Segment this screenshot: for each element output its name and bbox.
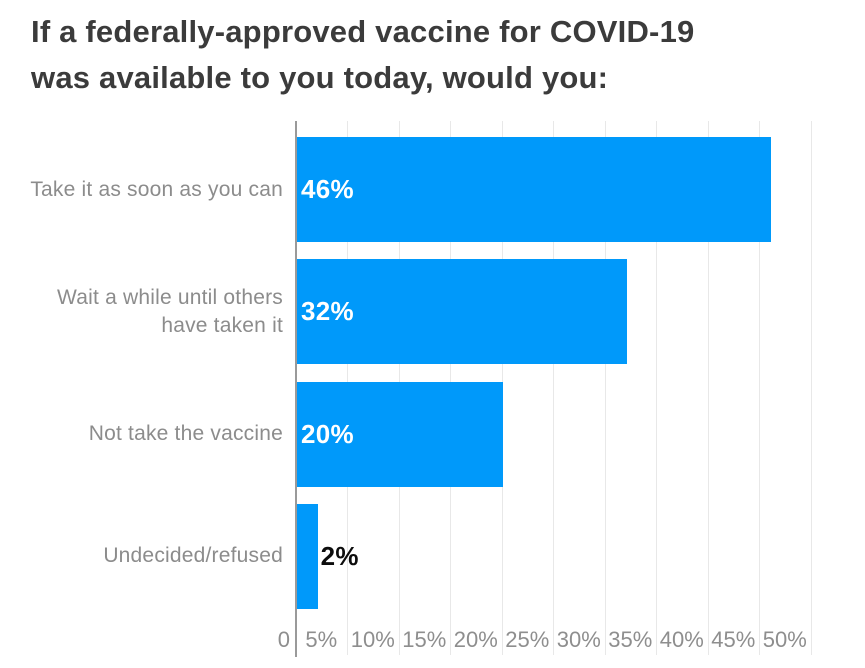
chart-title-line-1: If a federally-approved vaccine for COVI… xyxy=(31,14,695,49)
x-tick-label: 15% xyxy=(402,627,447,652)
category-label: Not take the vaccine xyxy=(88,422,283,446)
bar xyxy=(297,137,771,242)
category-label: Undecided/refused xyxy=(103,544,283,568)
bar xyxy=(297,503,318,609)
gridline xyxy=(707,121,709,655)
x-tick-label: 30% xyxy=(556,627,601,652)
chart-title-line-2: was available to you today, would you: xyxy=(31,60,609,95)
bar xyxy=(297,259,627,365)
x-tick-label: 40% xyxy=(659,627,704,652)
x-tick-label: 10% xyxy=(350,627,395,652)
value-label: 20% xyxy=(301,418,354,449)
axis-baseline xyxy=(295,121,297,657)
category-label: Wait a while until others have taken it xyxy=(57,285,283,337)
gridline xyxy=(810,121,812,655)
x-tick-label: 35% xyxy=(608,627,653,652)
x-tick-label: 45% xyxy=(711,627,756,652)
gridline xyxy=(604,121,606,655)
x-tick-label: 20% xyxy=(453,627,498,652)
x-tick-label: 50% xyxy=(762,627,807,652)
x-tick-label: 25% xyxy=(505,627,550,652)
value-label: 32% xyxy=(301,296,354,327)
x-tick-label: 0 xyxy=(277,627,290,652)
gridline xyxy=(759,121,760,655)
bar xyxy=(297,381,503,487)
value-label: 2% xyxy=(320,540,359,571)
x-tick-label: 5% xyxy=(305,627,338,652)
value-label: 46% xyxy=(301,174,354,204)
category-label: Take it as soon as you can xyxy=(30,177,283,201)
gridline xyxy=(656,121,657,655)
chart-title: If a federally-approved vaccine for COVI… xyxy=(31,9,851,101)
gridline xyxy=(553,121,554,655)
